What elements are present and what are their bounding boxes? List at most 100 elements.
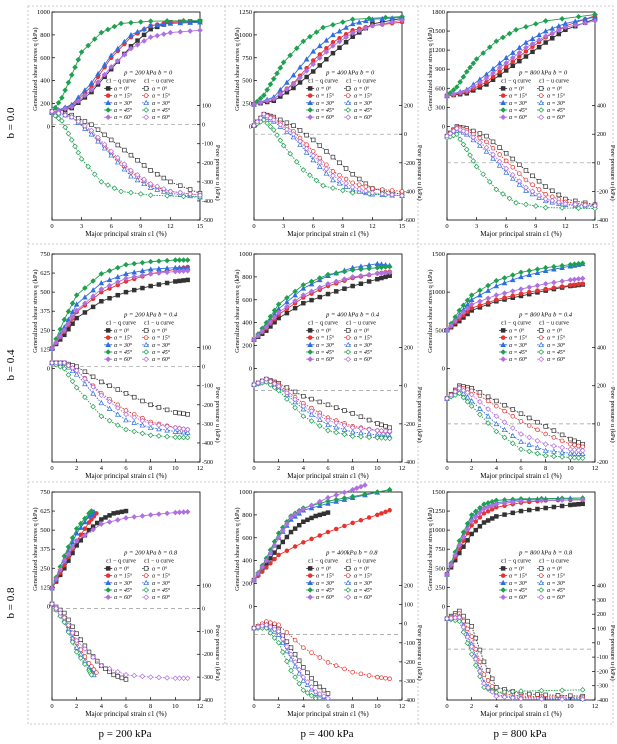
data-point [184, 257, 191, 263]
data-point [538, 566, 544, 571]
data-point [147, 22, 154, 28]
data-point [284, 658, 290, 665]
legend-entry: α = 30° [509, 342, 528, 349]
data-point [271, 635, 278, 641]
data-point [452, 318, 459, 324]
data-point [88, 127, 95, 134]
data-point [477, 292, 483, 298]
data-point [74, 631, 79, 636]
x-tick-label: 10 [172, 703, 179, 710]
data-point [118, 188, 124, 195]
data-point [65, 622, 72, 629]
data-point [267, 319, 274, 326]
data-point [468, 643, 475, 650]
data-point [131, 287, 137, 293]
u-tick-label: -200 [202, 161, 213, 167]
data-point [147, 674, 154, 680]
data-point [313, 681, 318, 686]
data-point [164, 193, 170, 199]
data-point [543, 184, 548, 189]
data-point [363, 184, 369, 189]
legend-entry: α = 45° [152, 587, 171, 594]
legend-header: ε1 − q curve [501, 78, 531, 84]
data-point [378, 264, 385, 271]
data-point [592, 202, 598, 209]
data-point [579, 275, 586, 282]
legend-entry: α = 0° [114, 85, 130, 92]
data-point [147, 192, 154, 199]
legend-entry: α = 0° [316, 85, 332, 92]
data-point [68, 137, 75, 143]
legend-entry: α = 15° [547, 93, 566, 100]
q-tick-label: 200 [242, 343, 252, 350]
data-point [369, 16, 376, 22]
data-point [518, 286, 524, 292]
data-point [526, 441, 533, 447]
data-point [333, 526, 339, 532]
data-point [517, 58, 522, 64]
data-point [307, 349, 313, 355]
data-point [379, 190, 386, 197]
data-point [345, 594, 351, 600]
data-point [358, 483, 364, 490]
q-tick-label: 750 [40, 489, 50, 496]
data-point [164, 510, 170, 517]
data-point [276, 622, 281, 628]
data-point [383, 675, 388, 681]
x-axis-label: Major principal strain ε1 (%) [287, 230, 369, 238]
data-point [341, 426, 348, 432]
data-point [176, 428, 183, 435]
data-point [333, 424, 340, 430]
q-tick-label: 800 [242, 274, 252, 281]
u-tick-label: -300 [202, 422, 213, 428]
data-point [349, 486, 356, 493]
data-point [106, 282, 113, 289]
data-point [268, 620, 273, 625]
data-point [592, 11, 598, 18]
data-point [271, 314, 278, 321]
data-point [310, 137, 316, 143]
data-point [69, 365, 76, 371]
data-point [444, 133, 450, 139]
data-point [345, 349, 351, 355]
data-point [350, 171, 355, 177]
data-point [138, 191, 144, 197]
x-tick-label: 6 [124, 465, 128, 472]
data-point [82, 119, 88, 124]
data-point [95, 70, 101, 77]
legend-entry: α = 45° [114, 107, 133, 114]
data-point [375, 276, 380, 282]
data-point [460, 387, 467, 394]
legend-entry: α = 60° [547, 356, 566, 363]
data-point [308, 502, 315, 509]
u-tick-label: 0 [597, 422, 600, 428]
legend-entry: α = 45° [509, 587, 528, 594]
data-point [493, 38, 500, 45]
data-point [325, 498, 331, 504]
data-point [187, 191, 193, 197]
data-point [154, 22, 161, 28]
data-point [526, 691, 532, 697]
data-point [309, 650, 314, 655]
data-point [301, 665, 306, 670]
data-point [59, 118, 65, 124]
data-point [536, 44, 542, 50]
q-series-line [51, 270, 188, 349]
data-point [551, 453, 557, 460]
data-point [121, 38, 128, 44]
data-point [90, 384, 96, 390]
legend-entry: α = 30° [509, 100, 528, 107]
x-tick-label: 4 [302, 703, 306, 710]
data-point [82, 310, 88, 315]
data-point [494, 403, 499, 409]
data-point [317, 143, 323, 148]
u-axis-label: Pore pressure u (kPa) [416, 625, 423, 681]
data-point [542, 204, 549, 211]
data-point [343, 176, 349, 182]
data-point [506, 195, 513, 202]
u-tick-label: -400 [202, 199, 213, 205]
q-axis-label: Generalized shear stress q (kPa) [427, 270, 434, 353]
data-point [139, 430, 146, 437]
legend-header: ε1 − q curve [106, 78, 136, 84]
